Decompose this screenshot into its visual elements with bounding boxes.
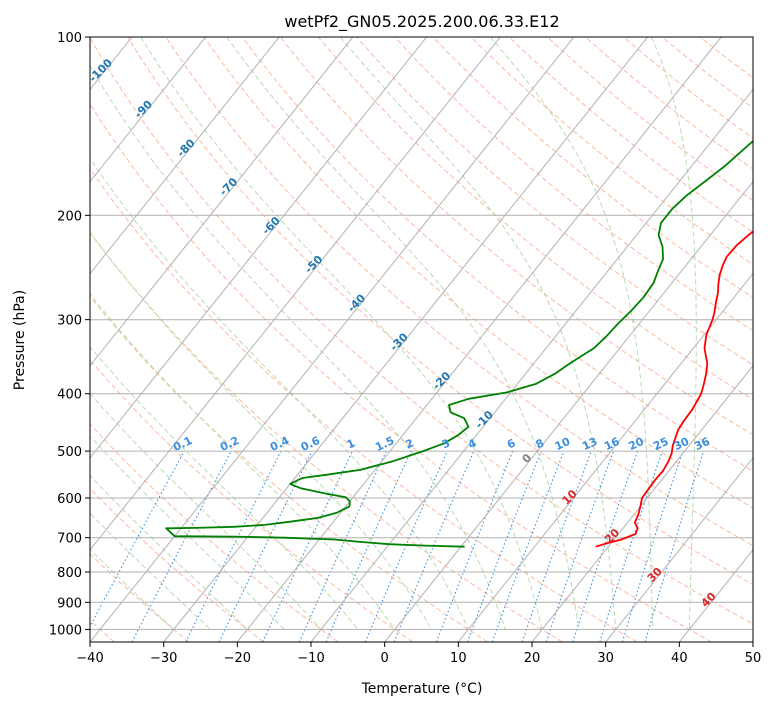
isotherm-gridline bbox=[90, 37, 575, 642]
x-tick-label: 40 bbox=[671, 651, 688, 666]
x-tick-label: 30 bbox=[597, 651, 614, 666]
x-tick-label: 20 bbox=[524, 651, 541, 666]
y-tick-label: 600 bbox=[57, 492, 82, 507]
isotherm-gridline bbox=[605, 457, 753, 642]
mixing-ratio-label: 20 bbox=[627, 435, 647, 453]
moist-adiabat-line bbox=[90, 346, 359, 630]
dry-adiabat-line bbox=[165, 37, 753, 547]
mixing-ratio-line bbox=[644, 450, 705, 642]
isotherm-gridline bbox=[90, 37, 501, 551]
x-tick-label: 50 bbox=[745, 651, 762, 666]
dry-adiabat-line bbox=[279, 37, 753, 436]
mixing-ratio-line bbox=[218, 450, 313, 642]
isotherm-gridline bbox=[90, 37, 280, 275]
moist-adiabat-line bbox=[90, 435, 285, 630]
mixing-ratio-line bbox=[262, 450, 353, 642]
isotherm-gridline bbox=[163, 37, 649, 642]
x-tick-label: −10 bbox=[297, 651, 324, 666]
y-tick-label: 200 bbox=[57, 209, 82, 224]
isotherm-gridline bbox=[457, 272, 753, 642]
y-tick-label: 100 bbox=[57, 31, 82, 46]
y-tick-label: 800 bbox=[57, 566, 82, 581]
mixing-ratio-label: 30 bbox=[672, 435, 692, 453]
plot-frame bbox=[89, 36, 754, 643]
moist-adiabat-line bbox=[90, 157, 469, 630]
moist-adiabat-line bbox=[90, 512, 211, 630]
dry-adiabat-line bbox=[90, 295, 488, 642]
moist-adiabat-line bbox=[226, 37, 580, 630]
x-tick-label: 0 bbox=[381, 651, 389, 666]
mixing-ratio-label: 36 bbox=[692, 435, 712, 453]
dry-adiabat-line bbox=[90, 359, 414, 642]
chart-title: wetPf2_GN05.2025.200.06.33.E12 bbox=[284, 12, 559, 32]
dry-adiabat-line bbox=[127, 37, 753, 585]
mixing-ratio-line bbox=[393, 450, 475, 642]
y-tick-label: 900 bbox=[57, 596, 82, 611]
moist-adiabat-line bbox=[140, 37, 543, 630]
x-tick-label: 10 bbox=[450, 651, 467, 666]
mixing-ratio-label: 16 bbox=[602, 435, 622, 453]
x-tick-label: −40 bbox=[76, 651, 103, 666]
mixing-ratio-label: 10 bbox=[553, 435, 573, 453]
dry-adiabat-line bbox=[203, 37, 753, 509]
mixing-ratio-line bbox=[90, 450, 185, 628]
series-layer bbox=[165, 139, 753, 548]
isotherm-gridline bbox=[90, 37, 428, 459]
moist-adiabat-line bbox=[90, 548, 175, 630]
isotherm-gridline bbox=[310, 88, 753, 642]
isotherm-gridline bbox=[236, 37, 722, 642]
isotherm-gridline bbox=[384, 180, 753, 642]
moist-adiabat-line bbox=[90, 392, 322, 630]
moist-adiabat-line bbox=[90, 65, 506, 630]
moist-adiabat-line bbox=[489, 37, 653, 630]
mixing-ratio-line bbox=[364, 450, 448, 642]
y-tick-label: 400 bbox=[57, 388, 82, 403]
mixing-ratio-line bbox=[621, 450, 684, 642]
background-lines bbox=[90, 37, 753, 642]
mixing-ratio-line bbox=[599, 450, 663, 642]
dry-adiabat-line bbox=[90, 487, 264, 642]
x-tick-label: −30 bbox=[150, 651, 177, 666]
dry-adiabat-line bbox=[90, 423, 339, 642]
dry-adiabat-line bbox=[470, 37, 753, 266]
dry-adiabat-line bbox=[90, 167, 638, 642]
mixing-ratio-line bbox=[298, 450, 387, 642]
dry-adiabat-line bbox=[623, 37, 753, 139]
y-tick-label: 300 bbox=[57, 314, 82, 329]
dry-adiabat-line bbox=[318, 37, 753, 401]
moist-adiabat-line bbox=[90, 231, 432, 630]
moist-adiabat-line bbox=[651, 37, 697, 630]
dry-adiabat-line bbox=[90, 231, 563, 642]
isotherm-gridline bbox=[90, 37, 354, 367]
dry-adiabat-line bbox=[394, 37, 753, 332]
mixing-ratio-line bbox=[572, 450, 639, 642]
y-tick-label: 1000 bbox=[49, 623, 82, 638]
x-tick-label: −20 bbox=[224, 651, 251, 666]
mixing-ratio-line bbox=[521, 450, 592, 642]
mixing-ratio-label: 13 bbox=[580, 435, 599, 453]
mixing-ratio-label: 25 bbox=[651, 435, 670, 453]
dry-adiabat-line bbox=[90, 103, 712, 642]
moist-adiabat-line bbox=[90, 293, 396, 630]
mixing-ratio-line bbox=[325, 450, 412, 642]
temperature-line bbox=[595, 230, 753, 548]
isotherm-gridline bbox=[90, 37, 207, 183]
y-tick-label: 500 bbox=[57, 445, 82, 460]
x-axis-label: Temperature (°C) bbox=[361, 681, 483, 697]
dewpoint-line bbox=[165, 139, 753, 548]
y-axis-label: Pressure (hPa) bbox=[12, 290, 28, 390]
mixing-ratio-line bbox=[545, 450, 614, 642]
axis-ticks: −40 −30 −20 −10 0 10 20 30 40 50 100 200 300 400 500 60… bbox=[49, 31, 761, 666]
dry-adiabat-line bbox=[547, 37, 753, 201]
y-tick-label: 700 bbox=[57, 532, 82, 547]
